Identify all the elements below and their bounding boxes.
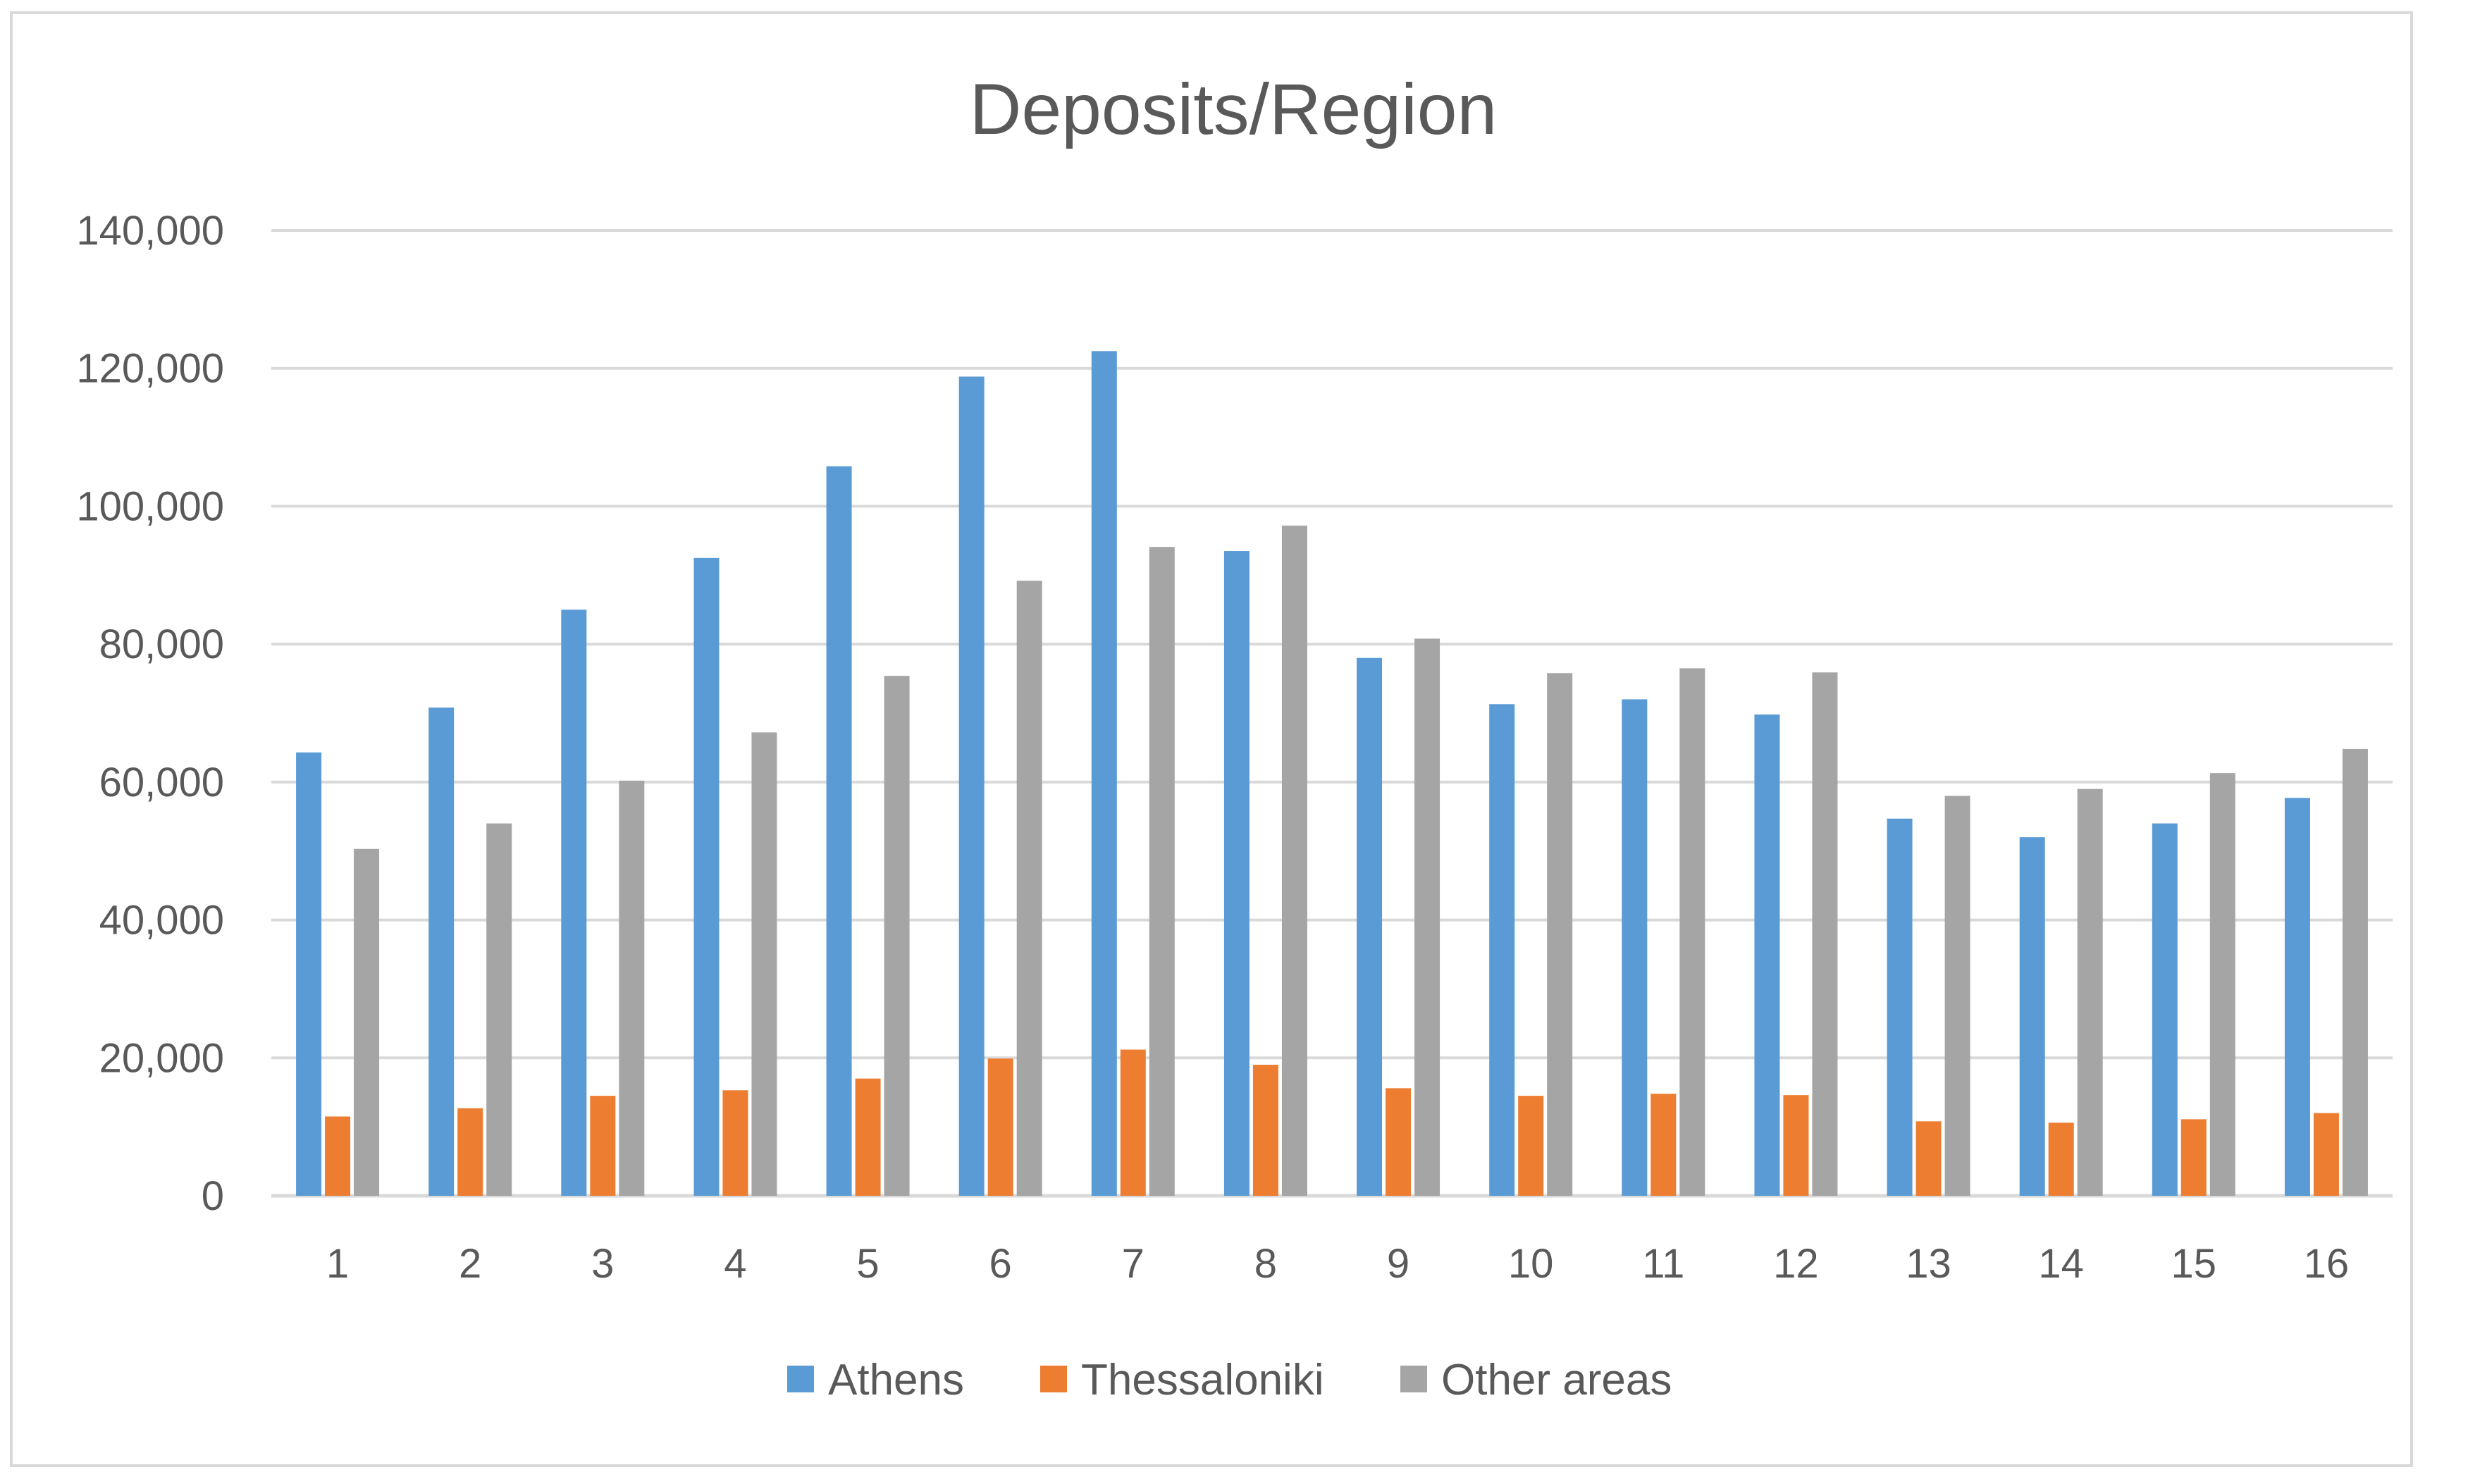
bar-thessaloniki: [1651, 1094, 1677, 1196]
bar-athens: [2019, 837, 2045, 1196]
legend-label: Other areas: [1441, 1356, 1672, 1404]
bar-other-areas: [1016, 581, 1042, 1196]
bar-other-areas: [486, 823, 512, 1196]
bar-other-areas: [619, 780, 645, 1196]
bar-thessaloniki: [1120, 1049, 1146, 1196]
x-tick-label: 8: [1254, 1241, 1277, 1287]
bar-athens: [693, 557, 720, 1196]
legend-swatch-thessaloniki: [1040, 1366, 1067, 1392]
bar-thessaloniki: [325, 1116, 351, 1196]
bar-thessaloniki: [1915, 1121, 1942, 1196]
bar-athens: [1622, 699, 1648, 1196]
chart-frame: [10, 11, 2413, 1467]
legend-label: Athens: [828, 1356, 964, 1404]
bar-other-areas: [751, 732, 777, 1196]
bar-athens: [296, 752, 322, 1196]
x-tick-label: 12: [1773, 1241, 1819, 1287]
bar-thessaloniki: [987, 1058, 1013, 1196]
bar-thessaloniki: [855, 1078, 881, 1196]
y-tick-label: 20,000: [99, 1035, 224, 1081]
bar-other-areas: [884, 676, 910, 1196]
x-tick-label: 14: [2038, 1241, 2084, 1287]
legend-label: Thessaloniki: [1081, 1356, 1324, 1404]
bar-athens: [2152, 823, 2178, 1196]
bars: [296, 351, 2368, 1197]
bar-athens: [1223, 551, 1250, 1196]
bar-other-areas: [2342, 748, 2368, 1196]
x-tick-label: 13: [1906, 1241, 1951, 1287]
x-tick-label: 15: [2171, 1241, 2217, 1287]
y-tick-label: 120,000: [76, 346, 224, 392]
bar-other-areas: [354, 848, 380, 1196]
bar-other-areas: [1547, 673, 1573, 1196]
bar-athens: [428, 707, 455, 1196]
x-tick-label: 9: [1387, 1241, 1409, 1287]
bar-athens: [826, 466, 852, 1197]
x-tick-label: 10: [1508, 1241, 1554, 1287]
x-axis-ticks: 1 2 3 4 5 6 7 8 9 10 11 12 13 14 15 16: [326, 1241, 2349, 1287]
x-tick-label: 1: [326, 1241, 349, 1287]
bar-other-areas: [2077, 789, 2103, 1196]
bar-thessaloniki: [722, 1090, 748, 1196]
bar-athens: [1091, 351, 1117, 1196]
x-tick-label: 2: [459, 1241, 481, 1287]
y-tick-label: 140,000: [76, 208, 224, 254]
bar-thessaloniki: [1386, 1088, 1412, 1196]
legend-swatch-athens: [787, 1366, 814, 1392]
y-tick-label: 40,000: [99, 898, 224, 944]
y-tick-label: 80,000: [99, 622, 224, 667]
bar-athens: [1754, 714, 1780, 1196]
bar-athens: [1887, 818, 1913, 1196]
x-tick-label: 4: [724, 1241, 746, 1287]
y-tick-label: 100,000: [76, 483, 224, 529]
x-tick-label: 3: [591, 1241, 614, 1287]
bar-thessaloniki: [1252, 1065, 1278, 1196]
bar-thessaloniki: [2180, 1119, 2207, 1196]
y-tick-label: 0: [202, 1173, 224, 1219]
x-tick-label: 16: [2304, 1241, 2350, 1287]
x-tick-label: 11: [1642, 1241, 1684, 1287]
y-tick-label: 60,000: [99, 760, 224, 805]
bar-athens: [561, 610, 587, 1196]
bar-thessaloniki: [1783, 1095, 1809, 1196]
gridlines: [271, 229, 2393, 1198]
bar-other-areas: [1944, 796, 1970, 1196]
y-axis-ticks: 0 20,000 40,000 60,000 80,000 100,000 120,000 1…: [76, 208, 224, 1219]
x-tick-label: 7: [1122, 1241, 1144, 1287]
x-tick-label: 5: [856, 1241, 879, 1287]
bar-athens: [2284, 798, 2310, 1196]
bar-other-areas: [1281, 525, 1307, 1196]
bar-other-areas: [1812, 672, 1838, 1196]
bar-other-areas: [1679, 668, 1705, 1196]
x-tick-label: 6: [989, 1241, 1012, 1287]
bar-other-areas: [1149, 547, 1175, 1196]
chart-title: Deposits/Region: [970, 69, 1497, 149]
bar-thessaloniki: [590, 1096, 616, 1196]
bar-other-areas: [2209, 773, 2235, 1196]
bar-athens: [958, 376, 985, 1196]
legend-swatch-other-areas: [1400, 1366, 1427, 1392]
bar-thessaloniki: [2313, 1113, 2339, 1196]
bar-athens: [1357, 657, 1383, 1196]
bar-thessaloniki: [457, 1108, 483, 1196]
bar-thessaloniki: [1518, 1096, 1544, 1196]
legend: Athens Thessaloniki Other areas: [787, 1356, 1672, 1404]
bar-other-areas: [1414, 638, 1440, 1196]
bar-thessaloniki: [2048, 1123, 2074, 1196]
bar-athens: [1489, 704, 1515, 1196]
